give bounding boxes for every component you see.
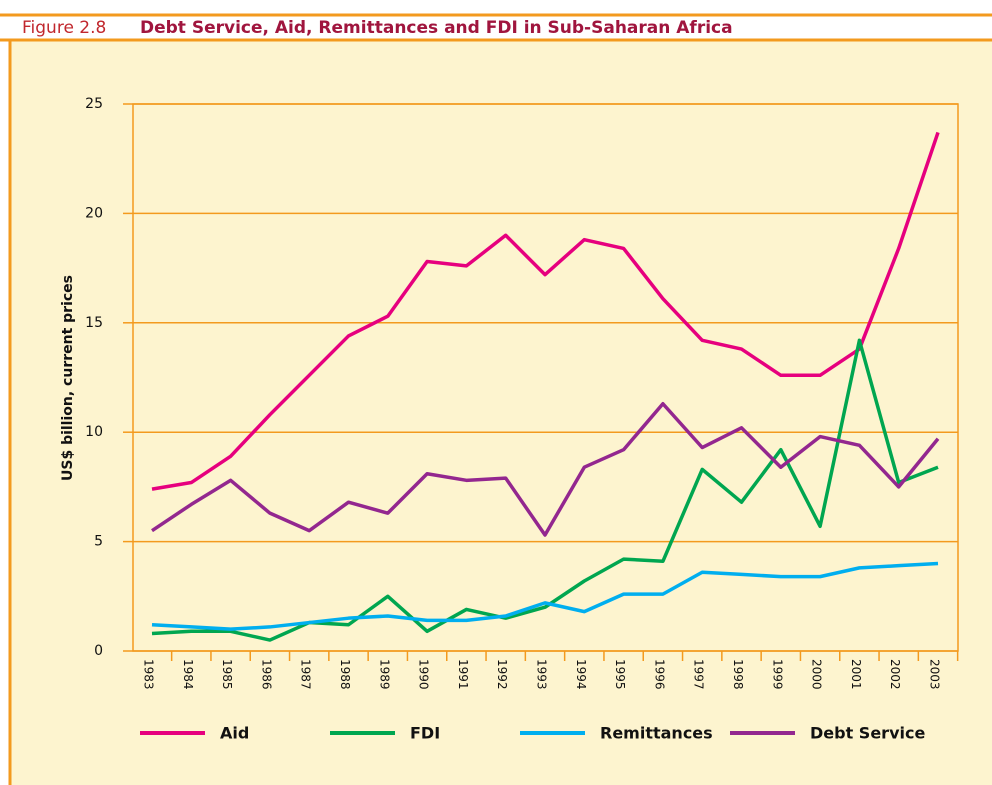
series-line [151, 338, 939, 642]
y-axis-label: US$ billion, current prices [60, 275, 76, 481]
legend-label: Remittances [600, 724, 713, 743]
x-tick-label: 1989 [377, 659, 391, 690]
x-tick-label: 1995 [613, 659, 627, 690]
series-line [151, 402, 940, 537]
figure-label: Figure 2.8 [22, 18, 106, 38]
y-tick-label: 25 [85, 96, 103, 112]
x-tick-label: 1987 [299, 659, 313, 690]
x-tick-label: 2000 [810, 659, 824, 690]
series-line [151, 561, 939, 631]
legend-label: FDI [410, 724, 440, 743]
x-tick-label: 1983 [142, 659, 156, 690]
legend-label: Aid [220, 724, 249, 743]
series-line [151, 131, 940, 491]
y-tick-label: 15 [85, 315, 103, 331]
x-tick-label: 1985 [220, 659, 234, 690]
y-tick-label: 10 [85, 424, 103, 440]
x-tick-label: 1984 [181, 659, 195, 690]
x-tick-label: 1996 [652, 659, 666, 690]
x-tick-label: 1992 [495, 659, 509, 690]
x-tick-label: 2003 [928, 659, 942, 690]
x-tick-label: 1991 [456, 659, 470, 690]
x-tick-label: 1997 [692, 659, 706, 690]
x-tick-label: 1993 [535, 659, 549, 690]
x-tick-label: 1999 [770, 659, 784, 690]
x-tick-label: 1998 [731, 659, 745, 690]
x-tick-label: 1990 [417, 659, 431, 690]
x-tick-label: 1988 [338, 659, 352, 690]
x-tick-label: 1994 [574, 659, 588, 690]
x-tick-label: 2001 [849, 659, 863, 690]
x-tick-label: 2002 [888, 659, 902, 690]
legend-label: Debt Service [810, 724, 925, 743]
chart-background [10, 40, 992, 785]
y-tick-label: 5 [94, 534, 103, 550]
chart-title: Debt Service, Aid, Remittances and FDI i… [140, 18, 733, 38]
y-tick-label: 20 [85, 205, 103, 221]
x-tick-label: 1986 [259, 659, 273, 690]
y-tick-label: 0 [94, 643, 103, 659]
